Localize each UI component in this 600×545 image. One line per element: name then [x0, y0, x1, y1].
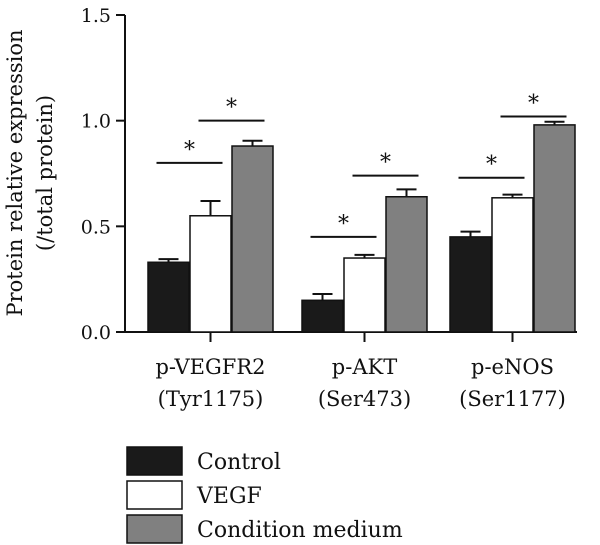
legend-label: Condition medium [197, 518, 403, 543]
bar [385, 195, 428, 333]
x-tick-label: p-VEGFR2 [155, 355, 265, 379]
x-tick-label-sub: (Ser473) [318, 387, 411, 411]
significance-star: * [486, 153, 497, 178]
legend-label: Control [197, 450, 281, 475]
bar [301, 299, 344, 333]
x-tick-label: p-eNOS [471, 355, 554, 379]
plot-area: 0.0 0.5 1.0 1.5 p-VEGFR2 (Tyr1175) p-AKT (Ser47… [81, 5, 577, 411]
bar [491, 197, 534, 333]
bar [231, 145, 274, 333]
bar [147, 261, 190, 333]
significance-star: * [380, 151, 391, 176]
legend-label: VEGF [196, 484, 262, 509]
legend-swatch [126, 480, 183, 510]
legend-swatch [126, 514, 183, 544]
y-axis-label-sub: (/total protein) [33, 95, 57, 251]
significance-star: * [528, 91, 539, 116]
legend-swatch [126, 446, 183, 476]
y-axis-label: Protein relative expression [3, 29, 27, 316]
y-tick-label: 0.5 [81, 216, 111, 238]
y-tick-label: 0.0 [81, 322, 111, 344]
significance-star: * [226, 96, 237, 121]
x-tick-label-sub: (Tyr1175) [158, 387, 264, 411]
x-tick-label: p-AKT [332, 355, 397, 379]
bar [189, 215, 232, 333]
y-tick-label: 1.0 [81, 111, 111, 133]
significance-star: * [184, 138, 195, 163]
bar [449, 236, 492, 333]
significance-star: * [338, 212, 349, 237]
y-tick-label: 1.5 [81, 5, 111, 27]
x-tick-label-sub: (Ser1177) [459, 387, 566, 411]
bar [533, 124, 576, 333]
bar [343, 257, 386, 333]
legend: Control VEGF Condition medium [126, 446, 403, 544]
